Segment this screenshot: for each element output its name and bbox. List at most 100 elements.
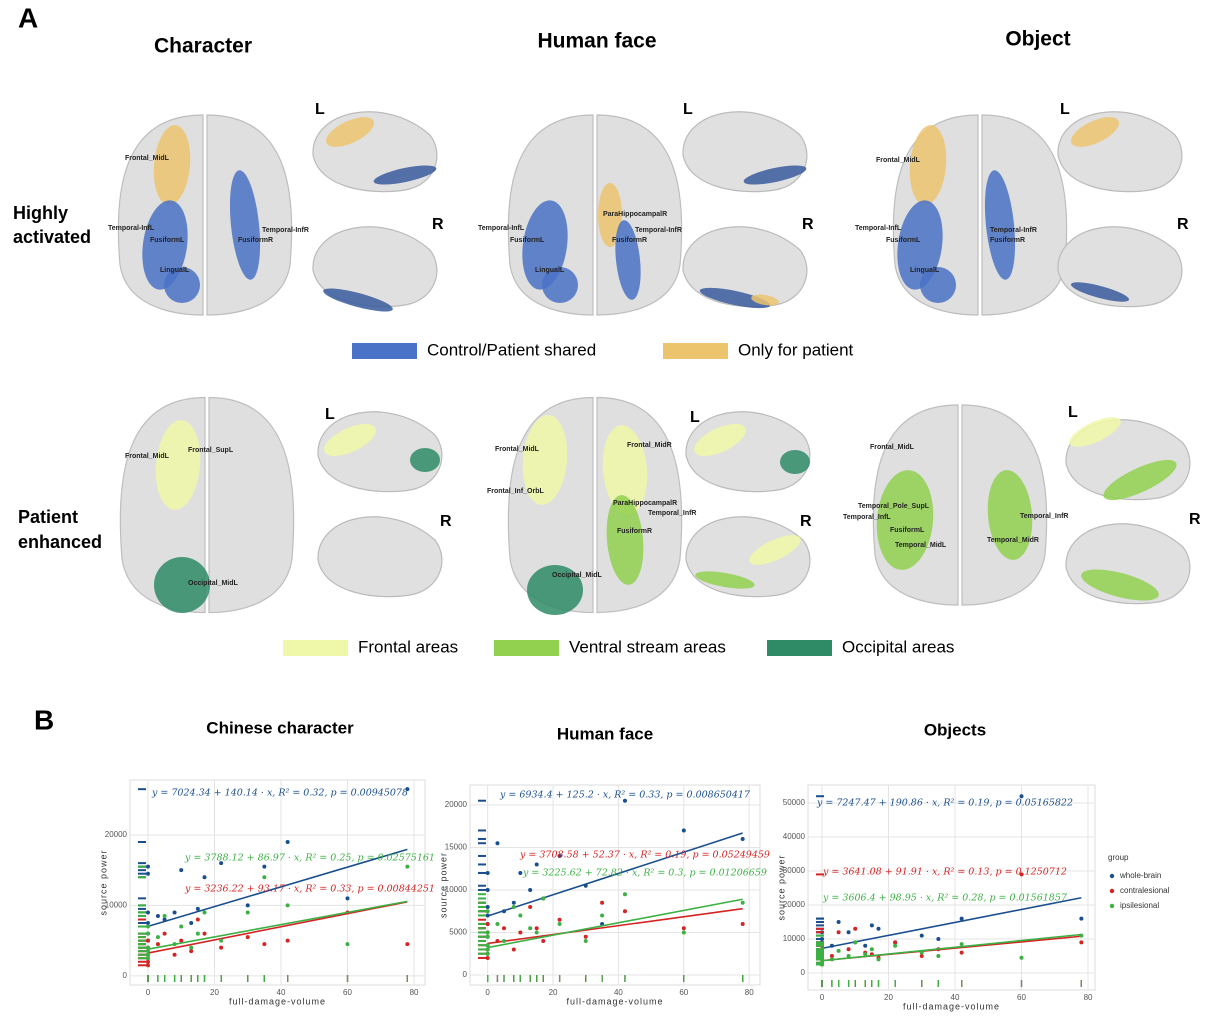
data-point	[1019, 955, 1024, 960]
data-point	[819, 954, 824, 959]
brain-region	[325, 117, 375, 147]
region-label: FusiformL	[510, 237, 545, 244]
y-tick-label: 20000	[445, 800, 468, 809]
hemisphere-label: R	[432, 216, 444, 233]
fit-line	[821, 933, 1082, 962]
data-point	[959, 916, 964, 921]
y-tick-label: 0	[463, 970, 468, 979]
y-tick-label: 20000	[105, 830, 128, 839]
x-tick-label: 20	[549, 988, 558, 997]
data-point	[245, 935, 250, 940]
y-tick-label: 30000	[783, 866, 806, 875]
y-tick-label: 0	[801, 968, 806, 977]
hemisphere-label: L	[690, 409, 700, 426]
plot-area	[129, 779, 426, 986]
fit-line	[147, 901, 408, 954]
brain-region	[749, 535, 801, 565]
row-label: enhanced	[18, 532, 102, 552]
data-point	[485, 955, 490, 960]
data-point	[189, 945, 194, 950]
data-point	[219, 938, 224, 943]
region-label: Frontal_Inf_OrbL	[487, 488, 545, 495]
y-axis-label: source power	[98, 849, 108, 915]
data-point	[145, 931, 150, 936]
fit-line	[821, 896, 1082, 950]
hemisphere-label: R	[800, 513, 812, 530]
fit-equation: y = 3641.08 + 91.91 · x, R² = 0.13, p = …	[822, 867, 1067, 878]
region-label: Occipital_MidL	[552, 572, 603, 579]
data-point	[819, 947, 824, 952]
hemisphere-label: R	[1177, 216, 1189, 233]
data-point	[846, 954, 851, 959]
y-tick-label: 10000	[445, 885, 468, 894]
x-tick-label: 0	[485, 988, 490, 997]
data-point	[189, 921, 194, 926]
brain-region	[229, 170, 261, 280]
legend-label: ipsilesional	[1120, 901, 1159, 910]
brain-region	[987, 470, 1033, 560]
brain-region	[606, 495, 644, 585]
data-point	[681, 828, 686, 833]
fit-equation: y = 3236.22 + 93.17 · x, R² = 0.33, p = …	[184, 884, 435, 895]
column-title: Character	[154, 35, 252, 58]
brain-region	[780, 450, 810, 474]
panel-label: A	[18, 2, 38, 33]
data-point	[145, 959, 150, 964]
data-point	[145, 910, 150, 915]
data-point	[557, 921, 562, 926]
row-label: Highly	[13, 203, 68, 223]
data-point	[541, 938, 546, 943]
data-point	[819, 962, 824, 967]
data-point	[485, 909, 490, 914]
brain-region	[615, 220, 641, 300]
data-point	[485, 921, 490, 926]
region-label: Temporal_InfL	[843, 514, 891, 521]
data-point	[179, 868, 184, 873]
hemisphere-label: L	[1060, 101, 1070, 118]
data-point	[145, 963, 150, 968]
region-label: Temporal_Pole_SupL	[858, 503, 930, 510]
region-label: Temporal-InfR	[635, 227, 682, 234]
data-point	[583, 938, 588, 943]
data-point	[829, 943, 834, 948]
x-tick-label: 60	[1017, 993, 1026, 1002]
data-point	[179, 938, 184, 943]
data-point	[876, 926, 881, 931]
brain-region	[542, 267, 578, 303]
brain-region	[1103, 459, 1177, 501]
region-label: FusiformL	[890, 527, 925, 534]
data-point	[919, 933, 924, 938]
brain-region	[527, 565, 583, 615]
data-point	[1019, 872, 1024, 877]
data-point	[557, 853, 562, 858]
data-point	[600, 900, 605, 905]
brain-region	[164, 267, 200, 303]
data-point	[485, 930, 490, 935]
data-point	[528, 887, 533, 892]
x-tick-label: 40	[277, 988, 286, 997]
data-point	[836, 930, 841, 935]
data-point	[600, 913, 605, 918]
hemisphere-label: R	[1189, 511, 1201, 528]
x-tick-label: 80	[410, 988, 419, 997]
legend-label: Occipital areas	[842, 637, 954, 656]
data-point	[846, 947, 851, 952]
x-tick-label: 40	[614, 988, 623, 997]
hemisphere-label: R	[802, 216, 814, 233]
data-point	[495, 841, 500, 846]
legend-label: Ventral stream areas	[569, 637, 726, 656]
data-point	[622, 909, 627, 914]
data-point	[285, 938, 290, 943]
data-point	[1079, 940, 1084, 945]
x-tick-label: 20	[210, 988, 219, 997]
data-point	[534, 926, 539, 931]
fit-equation: y = 3225.62 + 72.82 · x, R² = 0.3, p = 0…	[522, 868, 767, 879]
data-point	[869, 923, 874, 928]
brain-region	[522, 415, 568, 505]
data-point	[219, 861, 224, 866]
data-point	[145, 938, 150, 943]
legend-swatch	[283, 640, 348, 656]
hemisphere-label: L	[683, 101, 693, 118]
brain-region	[876, 470, 934, 570]
y-tick-label: 0	[123, 971, 128, 980]
